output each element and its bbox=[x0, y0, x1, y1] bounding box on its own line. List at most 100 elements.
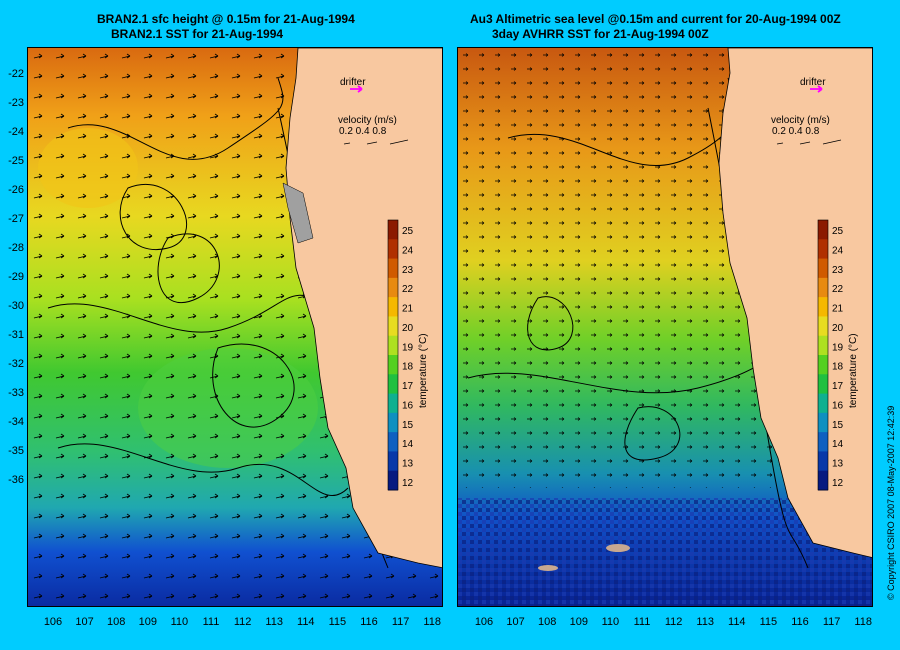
latitude-tick-label: -33 bbox=[8, 387, 24, 399]
longitude-tick-label: 108 bbox=[107, 616, 126, 628]
colorbar-tick-label: 18 bbox=[832, 362, 844, 373]
colorbar-segment bbox=[818, 412, 828, 433]
colorbar-segment bbox=[388, 432, 398, 452]
colorbar-segment bbox=[818, 316, 828, 337]
colorbar-tick-label: 21 bbox=[402, 304, 414, 315]
drifter-label: drifter bbox=[340, 77, 366, 88]
latitude-tick-label: -24 bbox=[8, 126, 24, 138]
latitude-tick-label: -25 bbox=[8, 155, 24, 167]
left-map-panel: drifter velocity (m/s) 0.2 0.4 0.8 25 24 2… bbox=[27, 47, 443, 607]
longitude-tick-label: 117 bbox=[391, 616, 410, 628]
latitude-tick-label: -28 bbox=[8, 242, 24, 254]
colorbar-tick-label: 24 bbox=[402, 245, 414, 256]
colorbar-segment bbox=[388, 258, 398, 279]
colorbar-tick-label: 15 bbox=[402, 420, 414, 431]
drifter-label: drifter bbox=[800, 77, 826, 88]
longitude-tick-label: 112 bbox=[664, 616, 683, 628]
colorbar-tick-label: 17 bbox=[832, 381, 844, 392]
longitude-tick-label: 107 bbox=[506, 616, 525, 628]
colorbar-tick-label: 25 bbox=[832, 226, 844, 237]
colorbar-segment bbox=[388, 412, 398, 433]
longitude-tick-label: 118 bbox=[423, 616, 441, 628]
longitude-tick-label: 114 bbox=[728, 616, 746, 628]
longitude-tick-label: 110 bbox=[170, 616, 189, 628]
colorbar-tick-label: 15 bbox=[832, 420, 844, 431]
land-mass bbox=[718, 48, 872, 558]
longitude-tick-label: 116 bbox=[360, 616, 378, 628]
longitude-tick-label: 114 bbox=[297, 616, 315, 628]
colorbar-segment bbox=[818, 297, 828, 317]
colorbar-segment bbox=[818, 470, 828, 491]
longitude-tick-label: 110 bbox=[601, 616, 620, 628]
latitude-tick-label: -36 bbox=[8, 474, 24, 486]
colorbar-tick-label: 12 bbox=[402, 478, 414, 489]
colorbar-segment bbox=[818, 355, 828, 375]
longitude-tick-label: 117 bbox=[822, 616, 841, 628]
longitude-tick-label: 113 bbox=[696, 616, 714, 628]
land-mass bbox=[285, 48, 442, 569]
colorbar: 25 24 23 22 21 20 19 18 17 16 15 14 13 12 temperature … bbox=[817, 219, 859, 491]
longitude-tick-label: 111 bbox=[202, 616, 220, 628]
colorbar-segment bbox=[818, 277, 828, 298]
colorbar-tick-label: 25 bbox=[402, 226, 414, 237]
colorbar-tick-label: 18 bbox=[402, 362, 414, 373]
colorbar-tick-label: 23 bbox=[402, 265, 414, 276]
longitude-tick-label: 108 bbox=[538, 616, 557, 628]
colorbar-segment bbox=[388, 393, 398, 414]
left-panel-title-1: BRAN2.1 sfc height @ 0.15m for 21-Aug-19… bbox=[97, 12, 355, 26]
colorbar-label: temperature (°C) bbox=[418, 333, 429, 408]
colorbar-segment bbox=[818, 432, 828, 452]
longitude-tick-label: 113 bbox=[265, 616, 283, 628]
colorbar-tick-label: 14 bbox=[832, 439, 844, 450]
colorbar-segment bbox=[818, 374, 828, 395]
velocity-scale: 0.2 0.4 0.8 bbox=[772, 126, 820, 137]
left-panel-title-2: BRAN2.1 SST for 21-Aug-1994 bbox=[111, 27, 284, 41]
latitude-tick-label: -27 bbox=[8, 213, 24, 225]
left-sst-map: drifter velocity (m/s) 0.2 0.4 0.8 25242… bbox=[28, 48, 442, 606]
longitude-tick-label: 111 bbox=[633, 616, 651, 628]
colorbar-segment bbox=[818, 335, 828, 356]
colorbar-tick-label: 16 bbox=[402, 400, 414, 411]
colorbar-label: temperature (°C) bbox=[848, 333, 859, 408]
longitude-tick-label: 115 bbox=[328, 616, 347, 628]
copyright-credit: © Copyright CSIRO 2007 08-May-2007 12:42… bbox=[886, 405, 896, 600]
velocity-scale-arrows bbox=[343, 139, 409, 145]
latitude-tick-label: -34 bbox=[8, 416, 24, 428]
latitude-tick-label: -23 bbox=[8, 97, 24, 109]
latitude-tick-label: -32 bbox=[8, 358, 24, 370]
right-map-panel: drifter velocity (m/s) 0.2 0.4 0.8 25 24 2… bbox=[457, 47, 873, 607]
latitude-tick-label: -31 bbox=[8, 329, 24, 341]
velocity-scale-arrows bbox=[776, 139, 842, 145]
longitude-tick-label: 112 bbox=[233, 616, 252, 628]
longitude-tick-label: 106 bbox=[43, 616, 63, 628]
colorbar-segment bbox=[818, 393, 828, 414]
colorbar-tick-label: 23 bbox=[832, 265, 844, 276]
colorbar-tick-label: 22 bbox=[832, 284, 844, 295]
colorbar-tick-label: 22 bbox=[402, 284, 414, 295]
colorbar-tick-label: 19 bbox=[832, 342, 844, 353]
drifter-arrow-icon bbox=[810, 85, 823, 93]
colorbar-segment bbox=[818, 239, 828, 260]
colorbar-segment bbox=[388, 297, 398, 317]
longitude-tick-label: 116 bbox=[791, 616, 809, 628]
colorbar: 25 24 23 22 21 20 19 18 17 16 15 14 13 12 temperature … bbox=[387, 219, 429, 491]
shark-bay bbox=[282, 182, 314, 244]
colorbar-segment bbox=[818, 451, 828, 472]
latitude-tick-label: -35 bbox=[8, 445, 24, 457]
velocity-scale: 0.2 0.4 0.8 bbox=[339, 126, 387, 137]
latitude-tick-label: -22 bbox=[8, 68, 24, 80]
colorbar-tick-label: 13 bbox=[832, 459, 844, 470]
right-panel-title-1: Au3 Altimetric sea level @0.15m and curr… bbox=[470, 12, 841, 26]
colorbar-tick-label: 19 bbox=[402, 342, 414, 353]
longitude-tick-label: 118 bbox=[854, 616, 872, 628]
colorbar-segment bbox=[388, 374, 398, 395]
latitude-tick-label: -26 bbox=[8, 184, 24, 196]
drifter-arrow-icon bbox=[350, 85, 363, 93]
colorbar-segment bbox=[388, 277, 398, 298]
longitude-tick-label: 109 bbox=[138, 616, 157, 628]
colorbar-tick-label: 13 bbox=[402, 459, 414, 470]
colorbar-segment bbox=[388, 239, 398, 260]
colorbar-segment bbox=[388, 451, 398, 472]
right-sst-map: drifter velocity (m/s) 0.2 0.4 0.8 25242… bbox=[458, 48, 872, 606]
colorbar-segment bbox=[388, 316, 398, 337]
